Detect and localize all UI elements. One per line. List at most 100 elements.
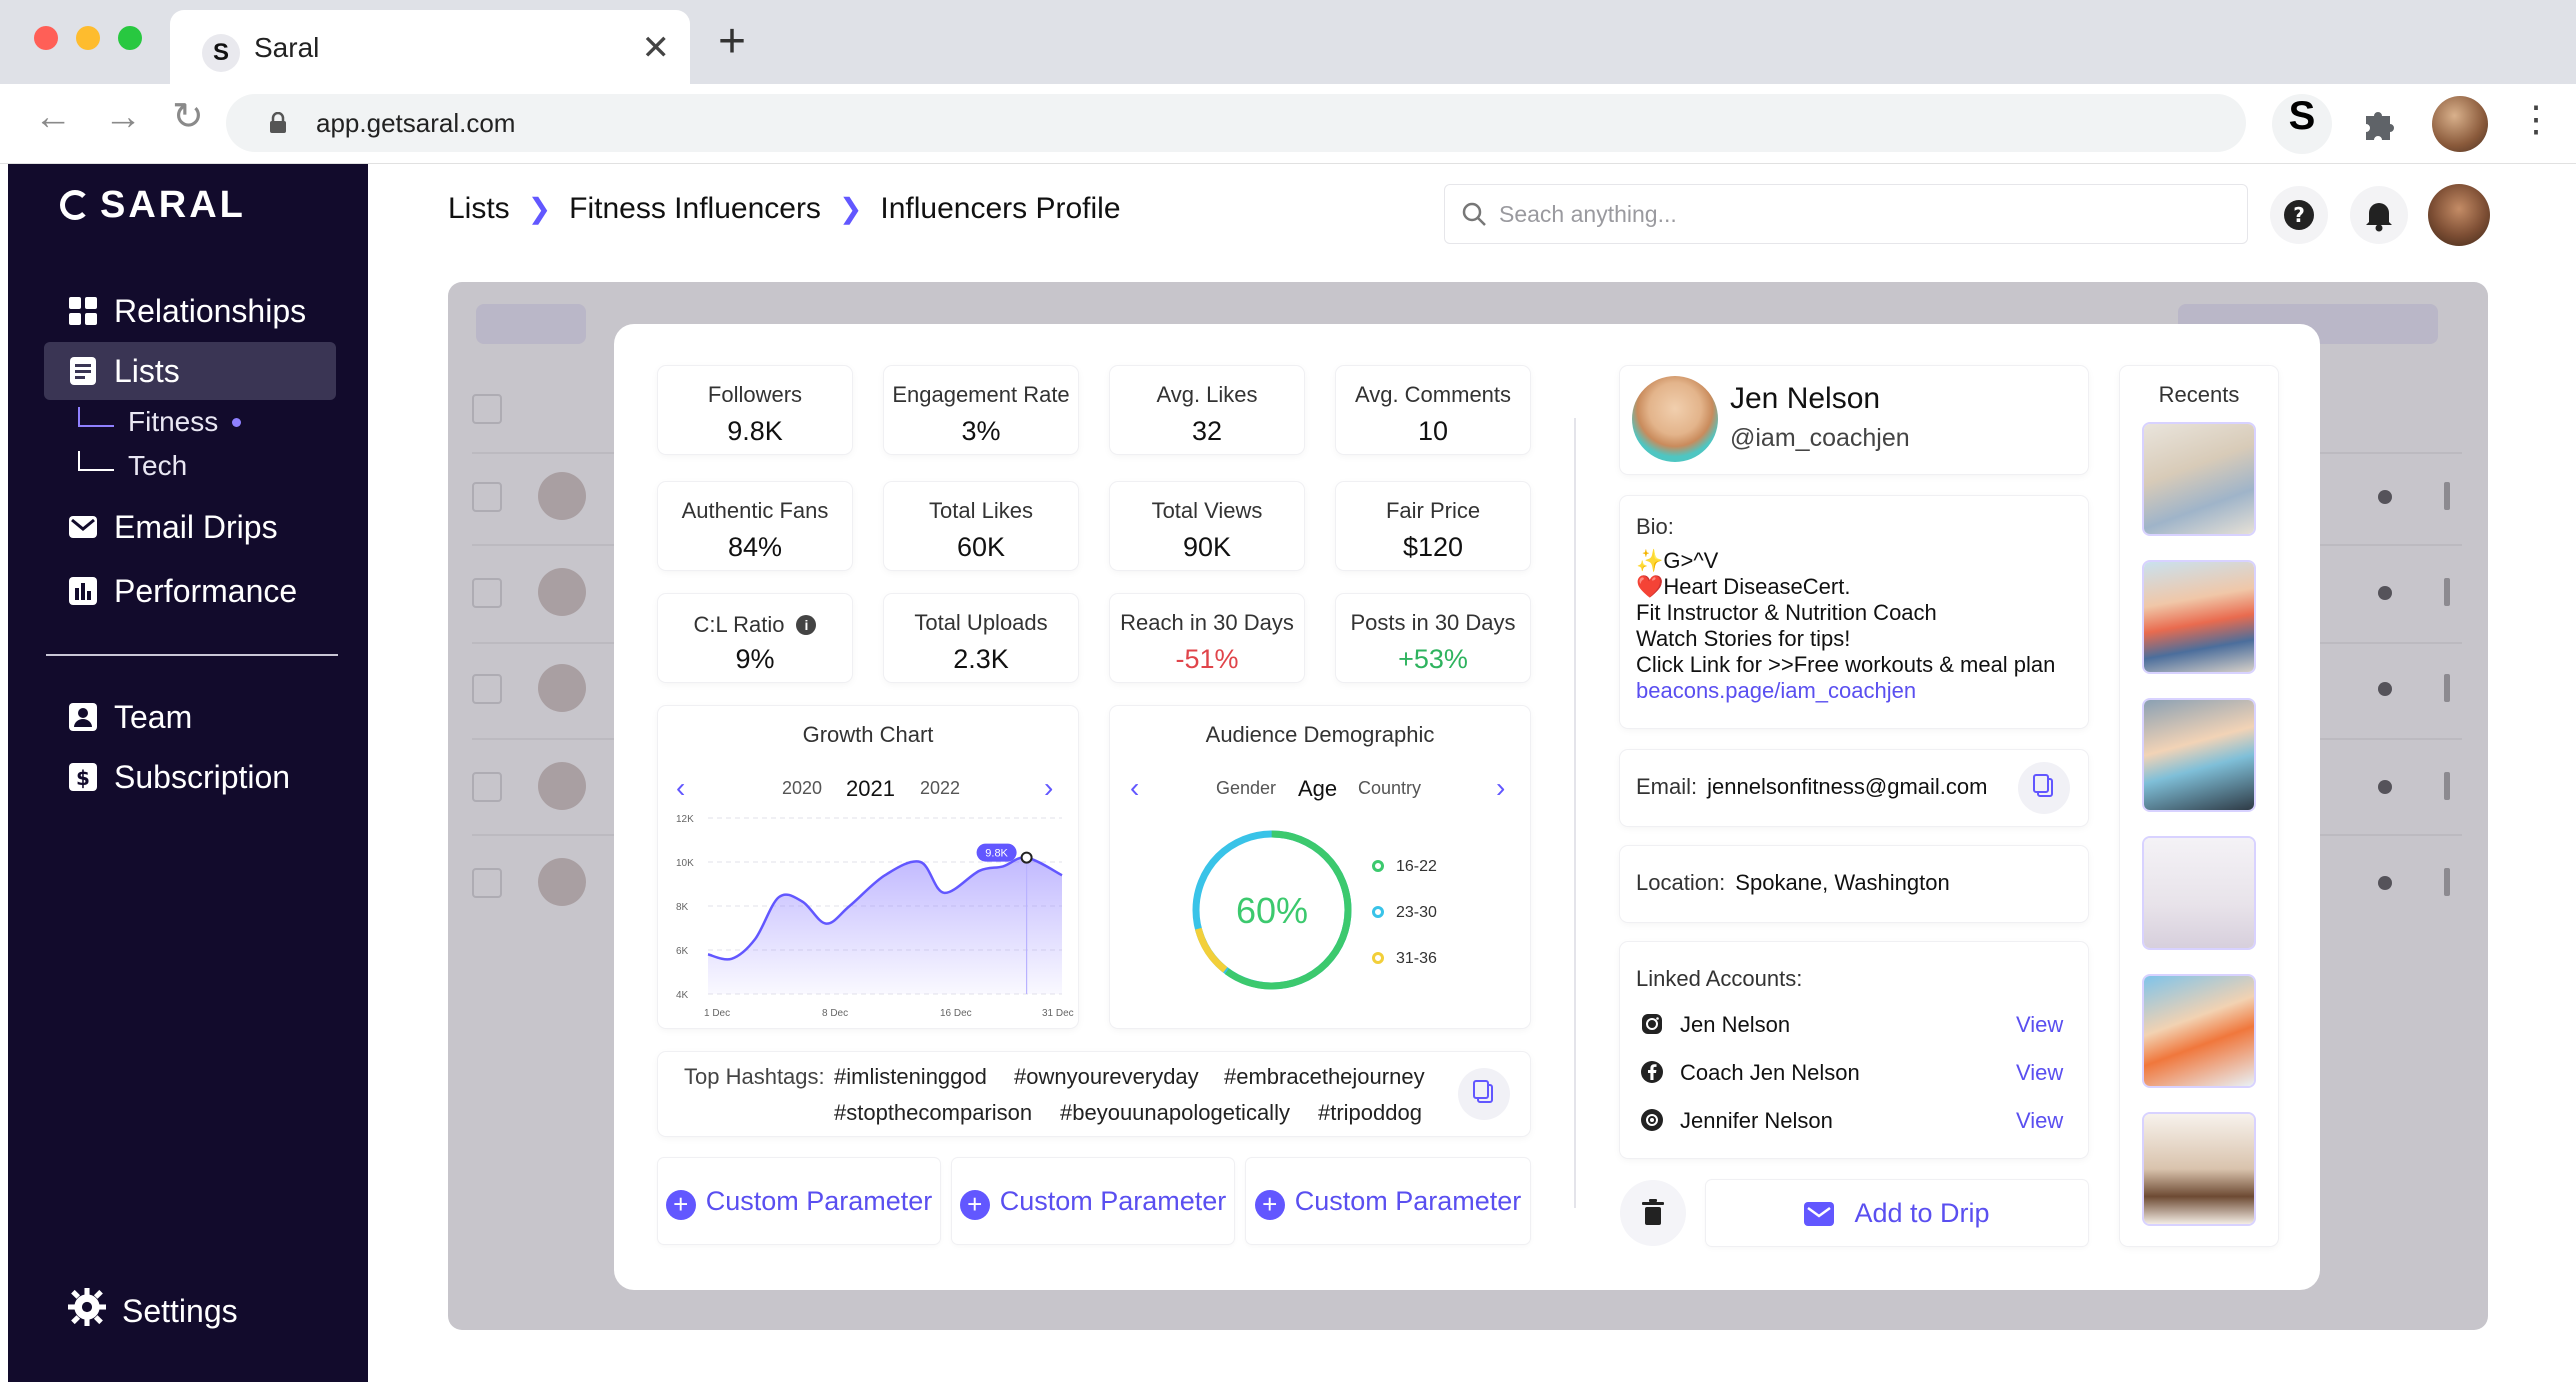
stat-label: Avg. Likes — [1156, 382, 1258, 407]
select-all-checkbox[interactable] — [472, 394, 502, 424]
sidebar-item-lists[interactable]: Lists — [44, 342, 336, 400]
custom-parameter-button[interactable]: + Custom Parameter — [952, 1158, 1234, 1244]
stat-label: C:L Ratio i — [658, 612, 852, 638]
row-checkbox[interactable] — [472, 772, 502, 802]
delete-button[interactable] — [1620, 1180, 1686, 1246]
copy-icon — [1473, 1080, 1493, 1103]
chevron-right-icon[interactable]: › — [1496, 772, 1506, 803]
browser-profile-avatar[interactable] — [2432, 96, 2488, 152]
custom-parameter-button[interactable]: + Custom Parameter — [658, 1158, 940, 1244]
sidebar-subitem-tech[interactable]: Tech — [78, 450, 187, 482]
row-menu-icon[interactable] — [2444, 674, 2450, 702]
year-option-selected[interactable]: 2021 — [846, 776, 895, 801]
bio-link[interactable]: beacons.page/iam_coachjen — [1636, 678, 1917, 703]
view-link[interactable]: View — [2016, 1060, 2064, 1085]
row-checkbox[interactable] — [472, 578, 502, 608]
search-input[interactable]: Seach anything... — [1444, 184, 2248, 244]
linked-account-name: Coach Jen Nelson — [1680, 1060, 1860, 1085]
filters-button[interactable] — [476, 304, 586, 344]
breadcrumb-lists[interactable]: Lists — [448, 192, 510, 225]
row-menu-icon[interactable] — [2444, 482, 2450, 510]
stat-label: Total Views — [1151, 498, 1263, 523]
profile-handle[interactable]: @iam_coachjen — [1730, 424, 1910, 452]
breadcrumb-fitness-influencers[interactable]: Fitness Influencers — [569, 192, 821, 225]
maximize-window-button[interactable] — [118, 26, 142, 50]
chevron-left-icon[interactable]: ‹ — [676, 772, 686, 803]
saral-logo[interactable]: SARAL — [60, 184, 246, 227]
stat-authentic-fans: Authentic Fans 84% — [658, 482, 852, 570]
help-button[interactable]: ? — [2270, 186, 2328, 244]
view-link[interactable]: View — [2016, 1108, 2064, 1133]
email-value: jennelsonfitness@gmail.com — [1707, 774, 1988, 799]
custom-parameter-button[interactable]: + Custom Parameter — [1246, 1158, 1530, 1244]
chevron-right-icon[interactable]: › — [1044, 772, 1054, 803]
sidebar-item-subscription[interactable]: $ Subscription — [44, 748, 336, 806]
status-dot-icon — [2378, 682, 2392, 696]
view-link[interactable]: View — [2016, 1012, 2064, 1037]
sidebar-subitem-fitness[interactable]: Fitness — [78, 406, 242, 438]
row-menu-icon[interactable] — [2444, 868, 2450, 896]
address-bar: ← → ↻ app.getsaral.com S ⋮ — [0, 84, 2576, 164]
demographic-tab[interactable]: Country — [1358, 778, 1422, 798]
back-icon[interactable]: ← — [34, 96, 72, 138]
user-avatar[interactable] — [2428, 184, 2490, 246]
stat-total-views: Total Views 90K — [1110, 482, 1304, 570]
recent-post-thumbnail[interactable] — [2144, 424, 2254, 534]
url-text: app.getsaral.com — [316, 108, 516, 138]
chevron-right-icon: ❯ — [838, 193, 863, 224]
demographic-tab-selected[interactable]: Age — [1298, 776, 1338, 801]
sidebar-item-settings[interactable]: Settings — [44, 1282, 336, 1340]
demographic-tab[interactable]: Gender — [1216, 778, 1277, 798]
custom-parameter-label: Custom Parameter — [705, 1186, 933, 1216]
bio-line: ✨G>^V — [1636, 548, 1719, 573]
sidebar-item-performance[interactable]: Performance — [44, 562, 336, 620]
chevron-left-icon[interactable]: ‹ — [1130, 772, 1140, 803]
browser-tab[interactable]: S Saral ✕ — [170, 10, 690, 84]
minimize-window-button[interactable] — [76, 26, 100, 50]
notifications-button[interactable] — [2350, 186, 2408, 244]
copy-email-button[interactable] — [2018, 762, 2070, 814]
linked-accounts-card — [1620, 942, 2088, 1158]
row-checkbox[interactable] — [472, 674, 502, 704]
instagram-icon — [1642, 1014, 1662, 1034]
info-icon[interactable]: i — [796, 615, 817, 635]
recent-post-thumbnail[interactable] — [2144, 1114, 2254, 1224]
tab-close-icon[interactable]: ✕ — [641, 29, 671, 67]
new-tab-icon[interactable]: + — [718, 15, 747, 68]
browser-tab-bar: S Saral ✕ + — [0, 0, 2576, 84]
row-checkbox[interactable] — [472, 482, 502, 512]
dollar-icon: $ — [69, 763, 97, 791]
year-option[interactable]: 2020 — [782, 778, 823, 798]
url-field[interactable]: app.getsaral.com — [226, 94, 2246, 152]
bio-label: Bio: — [1636, 514, 1674, 539]
recent-post-thumbnail[interactable] — [2144, 562, 2254, 672]
forward-icon[interactable]: → — [104, 96, 142, 138]
sidebar-item-email-drips[interactable]: Email Drips — [44, 498, 336, 556]
x-tick-label: 8 Dec — [822, 1008, 848, 1019]
add-to-drip-button[interactable]: Add to Drip — [1706, 1180, 2088, 1246]
browser-menu-icon[interactable]: ⋮ — [2518, 98, 2554, 139]
row-menu-icon[interactable] — [2444, 772, 2450, 800]
row-checkbox[interactable] — [472, 868, 502, 898]
year-option[interactable]: 2022 — [920, 778, 961, 798]
highlight-point — [1020, 851, 1033, 864]
row-menu-icon[interactable] — [2444, 578, 2450, 606]
extensions-icon[interactable] — [2360, 106, 2396, 151]
recent-post-thumbnail[interactable] — [2144, 976, 2254, 1086]
sidebar-item-relationships[interactable]: Relationships — [44, 282, 336, 340]
copy-hashtags-button[interactable] — [1458, 1068, 1510, 1120]
bio-card — [1620, 496, 2088, 728]
reload-icon[interactable]: ↻ — [172, 96, 204, 138]
stat-total-likes: Total Likes 60K — [884, 482, 1078, 570]
sidebar: SARAL Relationships Lists Fitness Tech E… — [8, 164, 368, 1382]
recent-post-thumbnail[interactable] — [2144, 700, 2254, 810]
saral-extension-icon[interactable]: S — [2272, 94, 2332, 154]
stat-label: Avg. Comments — [1354, 382, 1512, 407]
svg-text:$: $ — [76, 766, 90, 790]
close-window-button[interactable] — [34, 26, 58, 50]
status-dot-icon — [2378, 876, 2392, 890]
stat-value: 9.8K — [727, 416, 783, 446]
sidebar-item-team[interactable]: Team — [44, 688, 336, 746]
person-icon — [69, 703, 97, 731]
recent-post-thumbnail[interactable] — [2144, 838, 2254, 948]
